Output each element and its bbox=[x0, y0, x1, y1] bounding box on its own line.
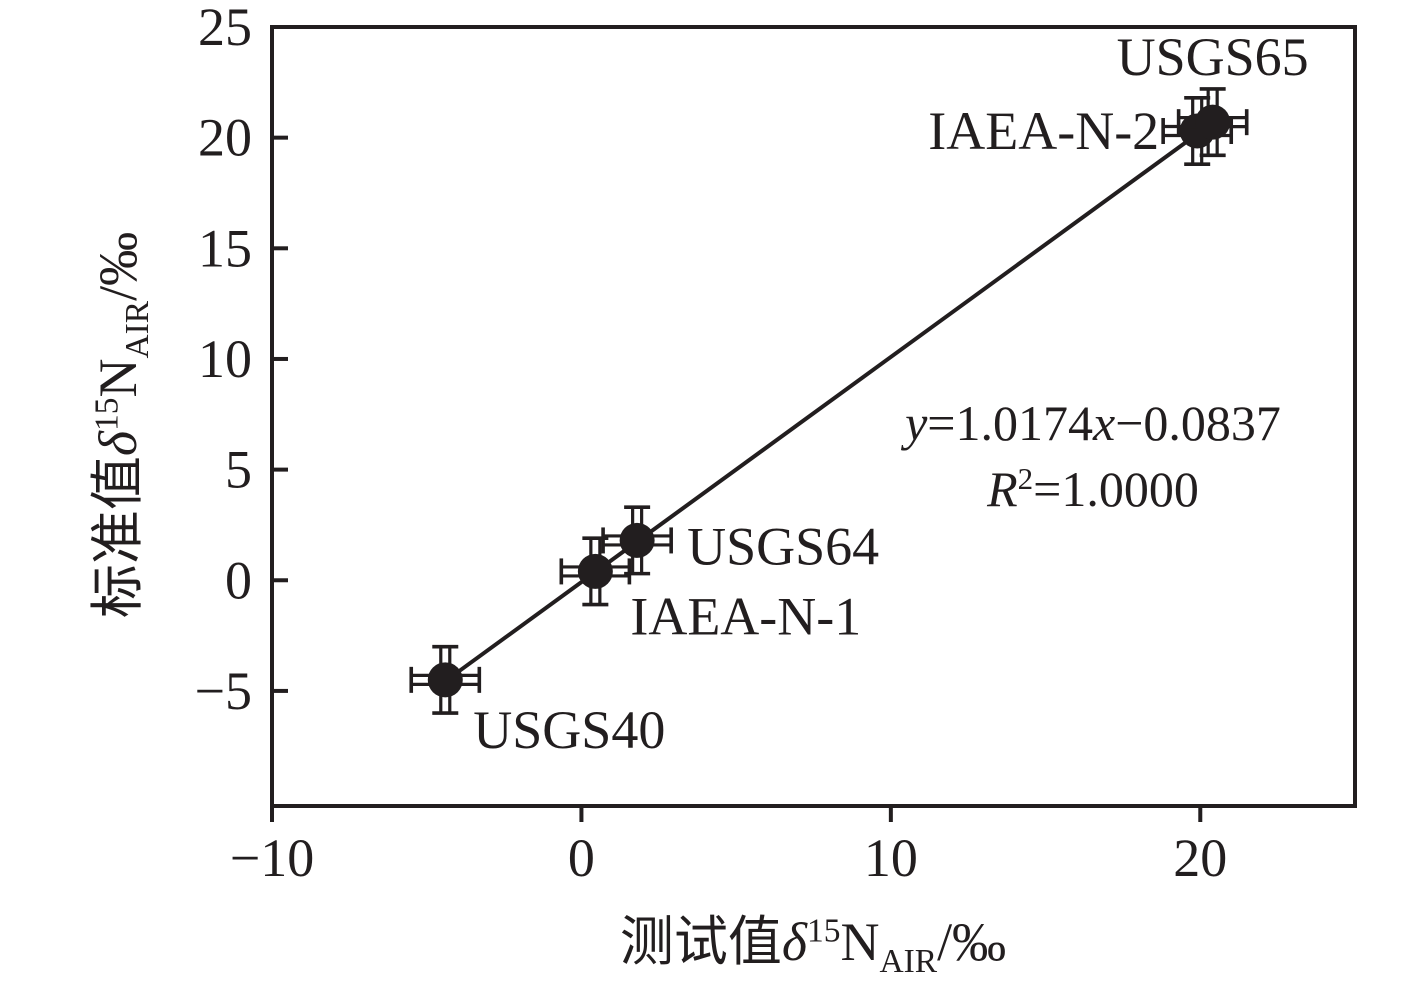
y-axis-label: 标准值δ15NAIR/‰ bbox=[88, 232, 156, 618]
point-label-USGS40: USGS40 bbox=[473, 700, 665, 760]
fit-line bbox=[444, 121, 1214, 683]
data-point-IAEA-N-1: IAEA-N-1 bbox=[559, 536, 861, 646]
point-marker bbox=[427, 662, 463, 698]
data-point-USGS65: USGS65 bbox=[1117, 27, 1309, 158]
x-axis-label: 测试值δ15NAIR/‰ bbox=[620, 912, 1006, 980]
y-tick-label: 20 bbox=[198, 108, 252, 168]
point-marker bbox=[1195, 104, 1231, 140]
point-label-USGS65: USGS65 bbox=[1117, 27, 1309, 87]
y-tick-label: 15 bbox=[198, 218, 252, 278]
equation-line2: R2=1.0000 bbox=[986, 461, 1199, 517]
point-label-IAEA-N-2: IAEA-N-2 bbox=[928, 101, 1159, 161]
point-label-USGS64: USGS64 bbox=[687, 516, 879, 576]
data-point-IAEA-N-2: IAEA-N-2 bbox=[928, 96, 1234, 167]
x-tick-label: −10 bbox=[230, 828, 314, 888]
equation-line1: y=1.0174x−0.0837 bbox=[900, 395, 1281, 451]
data-point-USGS40: USGS40 bbox=[409, 644, 665, 760]
point-marker bbox=[619, 522, 655, 558]
y-tick-label: 5 bbox=[225, 440, 252, 500]
y-tick-label: −5 bbox=[195, 661, 252, 721]
y-tick-label: 25 bbox=[198, 0, 252, 57]
x-tick-label: 20 bbox=[1173, 828, 1227, 888]
x-tick-label: 0 bbox=[568, 828, 595, 888]
x-tick-label: 10 bbox=[864, 828, 918, 888]
point-marker bbox=[577, 553, 613, 589]
point-label-IAEA-N-1: IAEA-N-1 bbox=[630, 586, 861, 646]
y-tick-label: 10 bbox=[198, 329, 252, 389]
data-point-USGS64: USGS64 bbox=[601, 505, 879, 576]
y-tick-label: 0 bbox=[225, 550, 252, 610]
axes-frame bbox=[270, 25, 1357, 808]
